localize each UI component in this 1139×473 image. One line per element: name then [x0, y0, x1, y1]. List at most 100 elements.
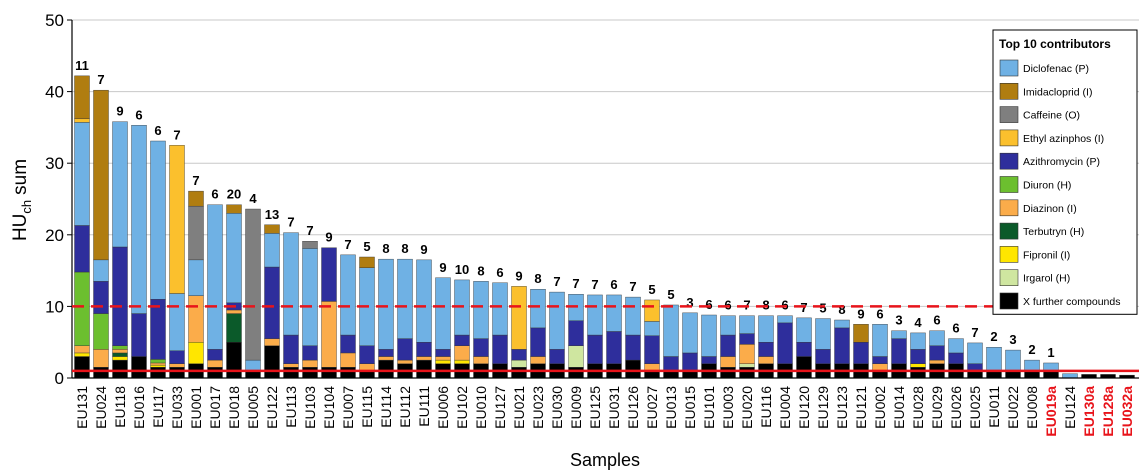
bar-segment	[112, 359, 128, 379]
bar-segment	[834, 319, 850, 329]
bar-segment	[511, 367, 527, 379]
bar-segment	[397, 258, 413, 339]
x-tick-label: EU010	[473, 386, 489, 429]
bar-count-label: 3	[1009, 332, 1016, 347]
x-tick-label: EU121	[853, 386, 869, 429]
legend-label: Caffeine (O)	[1023, 110, 1080, 122]
bar-segment	[245, 208, 261, 361]
bar-segment	[568, 320, 584, 346]
bar-count-label: 10	[455, 262, 469, 277]
bar-count-label: 9	[857, 306, 864, 321]
bar-count-label: 6	[135, 107, 142, 122]
bar-count-label: 4	[249, 191, 257, 206]
legend-swatch	[999, 129, 1019, 147]
bar-segment	[226, 313, 242, 343]
x-tick-label: EU104	[321, 386, 337, 429]
x-tick-label: EU027	[644, 386, 660, 429]
bar-segment	[93, 281, 109, 314]
bar-segment	[473, 281, 489, 339]
bar-count-label: 7	[553, 274, 560, 289]
bar-segment	[150, 367, 166, 379]
x-tick-label: EU114	[378, 386, 394, 428]
bar-segment	[682, 352, 698, 372]
y-tick-label: 50	[45, 11, 64, 30]
x-tick-label: EU030	[549, 386, 565, 429]
bar-segment	[188, 259, 204, 296]
bar-segment	[93, 259, 109, 282]
bar-segment	[226, 213, 242, 304]
x-tick-label: EU116	[758, 386, 774, 428]
bar-segment	[397, 359, 413, 364]
bar-segment	[321, 301, 337, 368]
y-title-main: HU	[10, 214, 31, 241]
bar-count-label: 8	[382, 241, 389, 256]
x-tick-label: EU127	[492, 386, 508, 429]
bar-count-label: 7	[306, 223, 313, 238]
bar-segment	[435, 356, 451, 361]
legend-swatch	[999, 222, 1019, 240]
bar-count-label: 5	[667, 287, 674, 302]
bar-segment	[530, 356, 546, 364]
bar-segment	[435, 359, 451, 364]
legend-swatch	[999, 83, 1019, 100]
bar-segment	[416, 356, 432, 361]
x-tick-label: EU023	[530, 386, 546, 429]
bar-count-label: 8	[534, 271, 541, 286]
x-tick-label: EU008	[1024, 386, 1040, 429]
bar-segment	[207, 367, 223, 379]
bar-segment	[910, 349, 926, 364]
bar-segment	[74, 118, 90, 123]
legend-label: X further compounds	[1023, 296, 1120, 308]
bar-segment	[948, 338, 964, 354]
bar-count-label: 13	[265, 207, 279, 222]
bar-segment	[701, 314, 717, 357]
bar-segment	[435, 349, 451, 357]
bar-segment	[606, 294, 622, 332]
bar-segment	[492, 282, 508, 336]
bar-count-label: 2	[1028, 342, 1035, 357]
legend-swatch	[999, 269, 1019, 287]
bar-segment	[948, 352, 964, 364]
x-tick-label: EU102	[454, 386, 470, 429]
bar-segment	[112, 352, 128, 357]
bar-segment	[834, 327, 850, 364]
bar-segment	[853, 324, 869, 343]
x-tick-label: EU125	[587, 386, 603, 429]
x-tick-label: EU130a	[1081, 386, 1097, 437]
bar-count-label: 5	[363, 239, 370, 254]
x-tick-label: EU021	[511, 386, 527, 429]
bar-segment	[150, 359, 166, 364]
x-tick-label: EU007	[340, 386, 356, 429]
bar-segment	[93, 367, 109, 379]
bar-count-label: 7	[572, 276, 579, 291]
bar-segment	[207, 349, 223, 361]
bar-segment	[226, 342, 242, 379]
x-tick-label: EU019a	[1043, 386, 1059, 437]
bar-segment	[93, 313, 109, 350]
legend-swatch	[999, 106, 1019, 123]
bar-segment	[378, 356, 394, 361]
x-axis-title: Samples	[570, 450, 640, 470]
bar-count-label: 6	[610, 277, 617, 292]
bar-segment	[283, 363, 299, 368]
bar-segment	[378, 349, 394, 357]
bar-count-label: 6	[496, 265, 503, 280]
bar-segment	[359, 345, 375, 364]
x-tick-label: EU118	[112, 386, 128, 428]
x-tick-label: EU126	[625, 386, 641, 429]
bar-count-label: 7	[97, 72, 104, 87]
legend-label: Terbutryn (H)	[1023, 226, 1084, 238]
x-tick-label: EU131	[74, 386, 90, 429]
bar-segment	[226, 309, 242, 314]
bar-segment	[188, 205, 204, 261]
bar-segment	[587, 334, 603, 364]
legend-label: Fipronil (I)	[1023, 249, 1070, 261]
bar-segment	[454, 345, 470, 361]
bar-segment	[188, 190, 204, 207]
bar-segment	[720, 367, 736, 379]
bar-count-label: 7	[287, 215, 294, 230]
legend-label: Ethyl azinphos (I)	[1023, 133, 1104, 145]
bar-segment	[169, 145, 185, 294]
bar-segment	[454, 359, 470, 364]
